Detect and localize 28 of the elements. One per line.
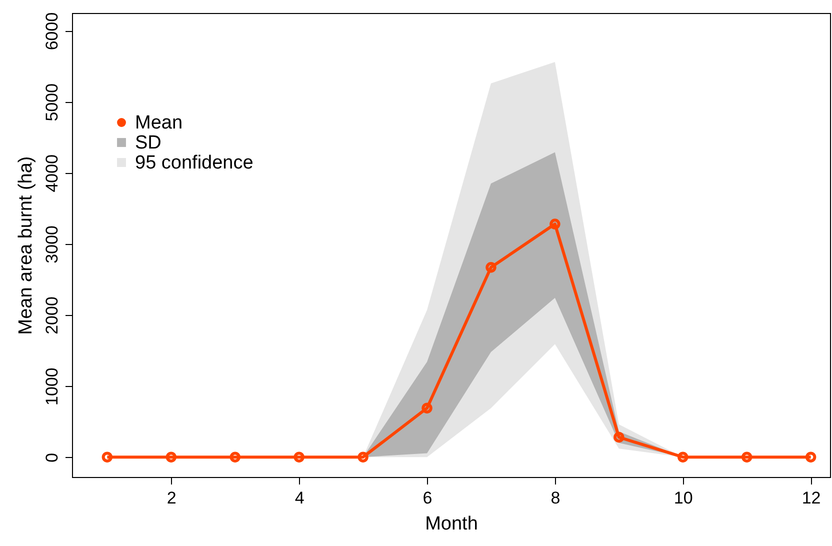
y-tick-label: 5000 [42, 83, 62, 122]
legend-label: 95 confidence [135, 152, 254, 174]
point [422, 402, 432, 414]
point [294, 452, 304, 462]
x-tick-label: 12 [802, 488, 821, 508]
point [550, 218, 560, 230]
y-tick-label: 3000 [42, 226, 62, 264]
point [486, 262, 496, 273]
point [166, 452, 177, 462]
y-tick-label: 0 [42, 452, 62, 462]
legend-label: SD [135, 132, 162, 154]
point [358, 452, 368, 462]
y-tick-label: 2000 [42, 296, 62, 334]
point [230, 452, 240, 462]
point [678, 452, 688, 462]
y-axis-title: Mean area burnt (ha) [16, 156, 36, 335]
x-tick-label: 2 [166, 488, 176, 508]
x-tick-label: 10 [674, 488, 693, 508]
x-tick-label: 4 [294, 488, 304, 508]
y-tick-label: 1000 [42, 368, 62, 406]
x-axis-title: Month [425, 514, 478, 534]
x-tick-label: 6 [422, 488, 432, 508]
x-tick-label: 8 [550, 488, 560, 508]
point [614, 432, 624, 443]
y-tick-label: 4000 [42, 154, 62, 192]
point [741, 452, 752, 462]
legend-label: Mean [135, 112, 183, 134]
y-tick-label: 6000 [42, 12, 62, 50]
